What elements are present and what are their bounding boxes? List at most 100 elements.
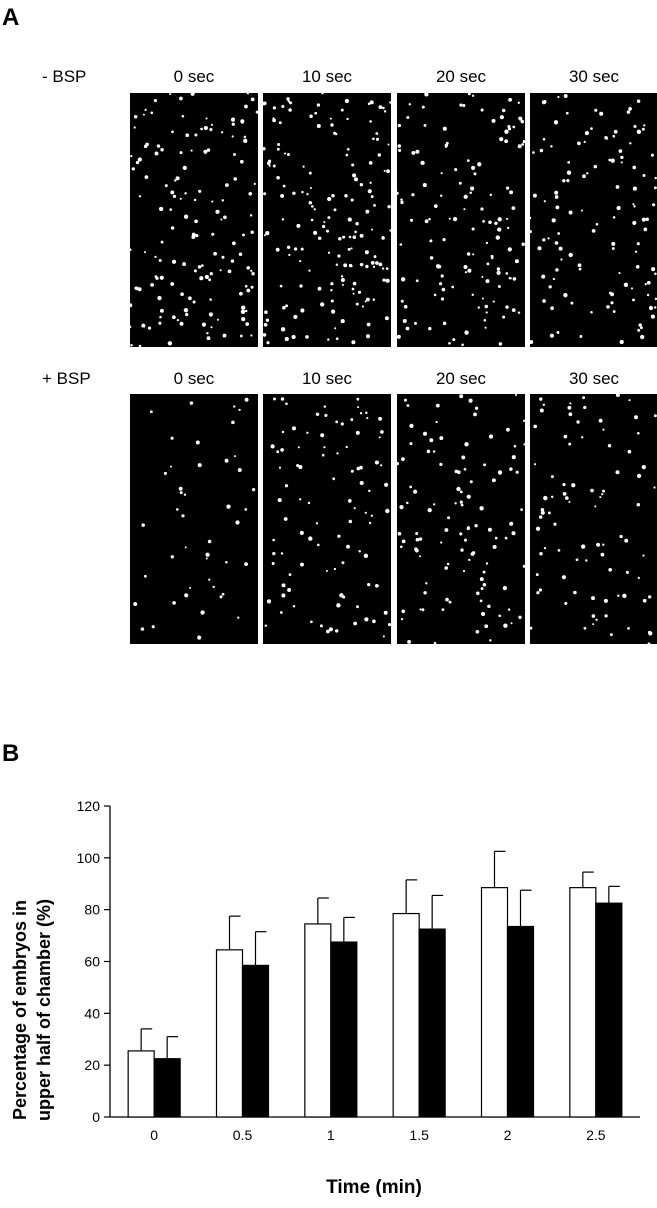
embryo-dot: [313, 208, 316, 211]
embryo-dot: [638, 323, 642, 327]
embryo-dot: [244, 562, 249, 567]
x-tick-label: 0.5: [233, 1127, 253, 1143]
embryo-dot: [284, 484, 289, 488]
bar-series-1: [569, 887, 597, 1118]
embryo-dot: [340, 275, 344, 278]
embryo-dot: [181, 114, 185, 118]
embryo-dot: [413, 489, 418, 494]
embryo-dot: [219, 269, 222, 272]
embryo-dot: [541, 274, 546, 279]
embryo-dot: [277, 498, 282, 503]
embryo-dot: [372, 619, 376, 624]
embryo-dot: [323, 446, 326, 449]
embryo-dot: [235, 520, 240, 525]
embryo-dot: [632, 203, 635, 206]
embryo-dot: [464, 442, 469, 447]
embryo-dot: [628, 107, 632, 111]
embryo-dot: [342, 235, 346, 239]
embryo-dot: [172, 601, 176, 605]
embryo-dot: [272, 117, 275, 120]
embryo-dot: [590, 311, 593, 314]
embryo-dot: [459, 532, 463, 536]
embryo-dot: [411, 193, 415, 197]
embryo-dot: [263, 333, 267, 337]
embryo-dot: [466, 494, 471, 499]
embryo-dot: [307, 501, 311, 505]
embryo-dot: [230, 259, 235, 263]
embryo-dot: [231, 122, 235, 126]
embryo-dot: [568, 252, 573, 258]
embryo-dot: [651, 267, 656, 272]
micrograph-minus-bsp-20s: [397, 93, 525, 347]
embryo-dot: [238, 408, 241, 412]
embryo-dot: [499, 137, 504, 142]
embryo-dot: [244, 104, 248, 109]
embryo-dot: [154, 275, 158, 278]
embryo-dot: [487, 604, 491, 609]
embryo-dot: [454, 168, 458, 172]
embryo-dot: [535, 573, 539, 577]
embryo-dot: [330, 123, 334, 127]
embryo-dot: [599, 496, 602, 499]
embryo-dot: [646, 293, 650, 297]
embryo-dot: [130, 344, 133, 347]
embryo-dot: [160, 147, 164, 152]
embryo-dot: [642, 554, 645, 557]
embryo-dot: [319, 624, 323, 628]
embryo-dot: [475, 629, 480, 634]
embryo-dot: [504, 129, 509, 134]
embryo-dot: [485, 562, 489, 565]
axes: [109, 806, 640, 1118]
embryo-dot: [397, 334, 401, 339]
embryo-dot: [250, 334, 253, 337]
bar-series-2: [595, 902, 623, 1118]
embryo-dot: [237, 468, 242, 472]
embryo-dot: [163, 471, 167, 475]
embryo-dot: [183, 214, 189, 219]
embryo-dot: [272, 551, 276, 556]
embryo-dot: [353, 621, 357, 626]
embryo-dot: [609, 633, 613, 637]
embryo-dot: [176, 508, 179, 511]
embryo-dot: [619, 339, 624, 345]
embryo-dot: [359, 262, 364, 267]
embryo-dot: [273, 397, 276, 401]
embryo-dot: [264, 310, 268, 314]
embryo-dot: [481, 297, 484, 300]
embryo-dot: [568, 442, 572, 446]
embryo-dot: [537, 246, 542, 251]
embryo-dot: [375, 261, 379, 265]
embryo-dot: [474, 406, 479, 410]
embryo-dot: [365, 264, 369, 269]
embryo-dot: [550, 145, 553, 148]
embryo-dot: [565, 111, 569, 115]
embryo-dot: [255, 110, 258, 114]
embryo-dot: [244, 397, 249, 402]
embryo-dot: [195, 440, 200, 445]
embryo-dot: [331, 309, 336, 314]
embryo-dot: [448, 600, 452, 604]
embryo-dot: [285, 304, 288, 308]
embryo-dot: [618, 149, 623, 153]
embryo-dot: [498, 342, 503, 346]
embryo-dot: [374, 460, 379, 465]
embryo-dot: [197, 463, 202, 468]
embryo-dot: [389, 229, 391, 232]
embryo-dot: [287, 588, 292, 592]
embryo-dot: [169, 465, 173, 468]
embryo-dot: [439, 282, 443, 286]
embryo-dot: [486, 262, 490, 266]
embryo-dot: [620, 155, 624, 160]
embryo-dot: [366, 322, 371, 327]
embryo-dot: [314, 111, 318, 115]
embryo-dot: [563, 293, 568, 298]
embryo-dot: [599, 111, 604, 116]
embryo-dot: [554, 195, 559, 199]
bar-series-2: [418, 928, 446, 1118]
embryo-dot: [154, 151, 159, 156]
embryo-dot: [197, 265, 202, 269]
embryo-dot: [156, 144, 161, 148]
embryo-dot: [473, 172, 477, 176]
embryo-dot: [276, 147, 280, 151]
embryo-dot: [355, 302, 359, 306]
